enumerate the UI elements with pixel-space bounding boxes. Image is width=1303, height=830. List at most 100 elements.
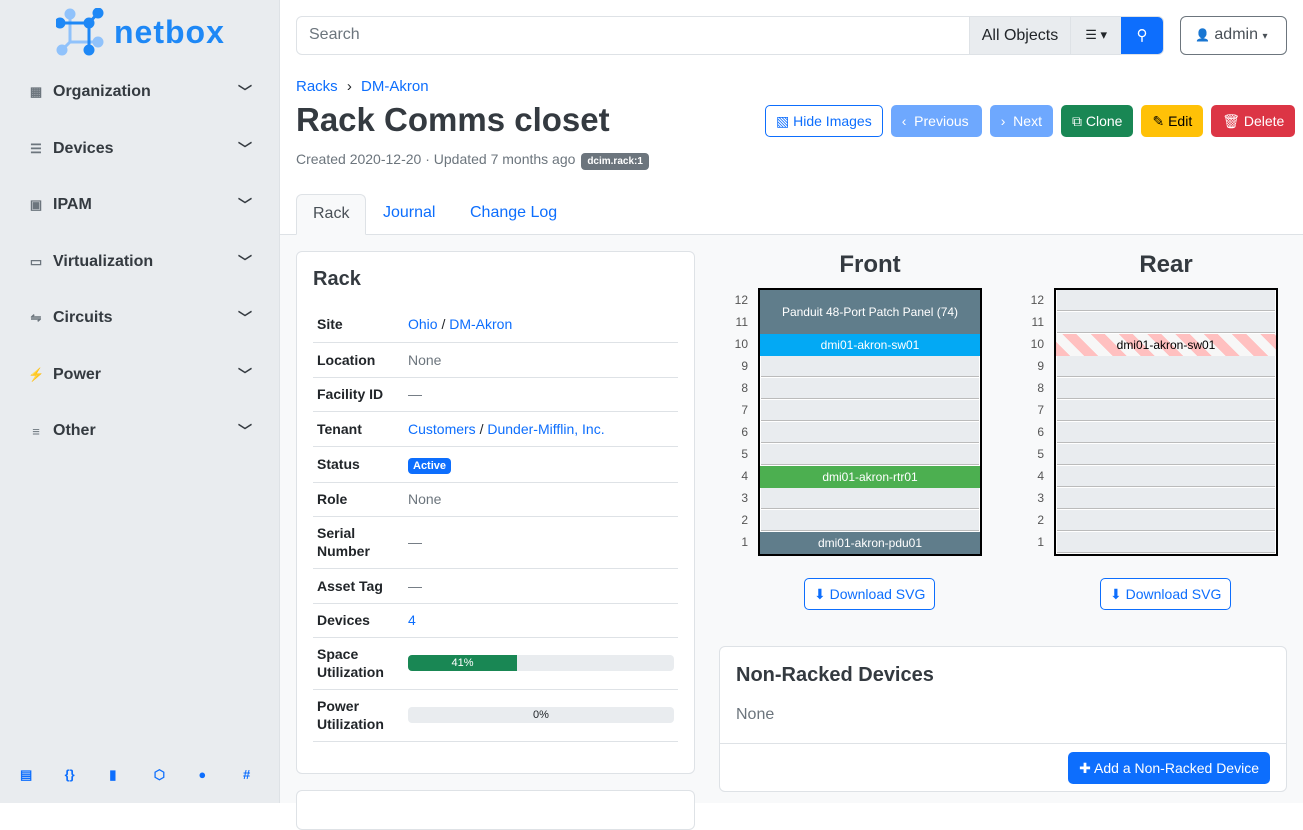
- object-type-select[interactable]: All Objects: [968, 17, 1071, 54]
- tab-bar: Rack Journal Change Log: [280, 194, 1303, 235]
- label: Delete: [1243, 113, 1285, 129]
- chevron-down-icon: ﹀: [238, 367, 252, 383]
- sidebar-item-power[interactable]: ⚡ Power ﹀: [28, 360, 252, 390]
- rack-unit-number: 11: [735, 315, 748, 329]
- rack-unit-slot: [1057, 510, 1275, 531]
- rack-unit-slot: [761, 510, 979, 531]
- rack-device[interactable]: dmi01-akron-rtr01: [760, 466, 980, 488]
- chevron-down-icon: ﹀: [238, 141, 252, 157]
- table-row: Space Utilization 41%: [313, 637, 678, 690]
- sidebar-item-circuits[interactable]: ⇋ Circuits ﹀: [28, 303, 252, 333]
- front-rack-elevation: Panduit 48-Port Patch Panel (74) dmi01-ak…: [758, 288, 982, 556]
- hide-images-button[interactable]: ▧ Hide Images: [765, 105, 883, 137]
- download-front-svg-button[interactable]: ⬇ Download SVG: [804, 578, 936, 610]
- rack-unit-number: 12: [1030, 293, 1044, 307]
- rack-unit-slot: [1057, 356, 1275, 377]
- download-rear-svg-button[interactable]: ⬇ Download SVG: [1100, 578, 1232, 610]
- chevron-right-icon: ›: [1000, 113, 1006, 129]
- status-badge: Active: [408, 458, 452, 474]
- slack-icon[interactable]: #: [242, 767, 251, 782]
- table-row: Facility ID —: [313, 377, 678, 412]
- site-link[interactable]: DM-Akron: [449, 316, 513, 333]
- plus-icon: ✚: [1079, 760, 1091, 776]
- label: Hide Images: [793, 113, 872, 129]
- sidebar-item-devices[interactable]: ☰ Devices ﹀: [28, 134, 252, 164]
- next-button[interactable]: › Next: [989, 105, 1053, 137]
- card-title: Non-Racked Devices: [736, 664, 934, 686]
- label: Previous: [914, 113, 969, 129]
- non-racked-value: None: [736, 706, 775, 723]
- rack-unit-number: 1: [741, 535, 748, 549]
- delete-button[interactable]: 🗑 Delete: [1211, 105, 1296, 137]
- search-input[interactable]: Search: [309, 26, 360, 43]
- attr-label: Role: [313, 482, 404, 517]
- breadcrumb-site[interactable]: DM-Akron: [361, 78, 429, 95]
- attr-value: —: [404, 516, 678, 569]
- table-row: Serial Number —: [313, 516, 678, 569]
- table-row: Power Utilization 0%: [313, 689, 678, 742]
- tab-rack[interactable]: Rack: [296, 194, 367, 235]
- chevron-down-icon: ﹀: [238, 84, 252, 100]
- rack-unit-number: 8: [1037, 381, 1044, 395]
- search-button[interactable]: ⚲: [1121, 17, 1163, 54]
- chevron-right-icon: ›: [346, 78, 352, 95]
- rack-device[interactable]: dmi01-akron-sw01: [1056, 334, 1276, 356]
- sidebar-item-other[interactable]: ≡ Other ﹀: [28, 416, 252, 446]
- rack-unit-slot: [1057, 422, 1275, 443]
- tenant-link[interactable]: Dunder-Mifflin, Inc.: [487, 420, 605, 437]
- rack-unit-number: 10: [734, 337, 748, 351]
- rack-unit-number: 9: [741, 359, 748, 373]
- clone-button[interactable]: ⧉ Clone: [1060, 105, 1134, 137]
- rack-unit-number: 2: [1037, 513, 1044, 527]
- sidebar-item-virtualization[interactable]: ▭ Virtualization ﹀: [28, 247, 252, 277]
- rack-unit-slot: [761, 378, 979, 399]
- sidebar-item-ipam[interactable]: ▣ IPAM ﹀: [28, 190, 252, 220]
- file-download-icon: ⬇: [814, 586, 826, 602]
- sidebar-item-label: Other: [53, 422, 96, 439]
- rack-unit-number: 6: [741, 425, 748, 439]
- github-icon[interactable]: ●: [198, 767, 207, 782]
- rack-unit-number: 11: [1031, 315, 1044, 329]
- attr-value: —: [404, 568, 678, 604]
- rack-unit-number: 3: [1037, 491, 1044, 505]
- breadcrumb-racks[interactable]: Racks: [296, 78, 338, 95]
- rack-attributes-table: Site Ohio / DM-Akron Location None Facilit…: [313, 307, 678, 742]
- rack-unit-number: 8: [741, 381, 748, 395]
- created-date: Created 2020-12-20: [296, 151, 422, 167]
- page-title: Rack Comms closet: [296, 101, 610, 138]
- rear-title: Rear: [1139, 251, 1193, 278]
- devices-link[interactable]: 4: [408, 612, 416, 628]
- previous-button[interactable]: ‹ Previous: [890, 105, 982, 137]
- rack-unit-number: 1: [1037, 535, 1044, 549]
- rack-device[interactable]: dmi01-akron-sw01: [760, 334, 980, 356]
- filter-icon: ☰ ▾: [1085, 27, 1107, 42]
- progress-fill: 41%: [408, 655, 518, 671]
- rack-device[interactable]: dmi01-akron-pdu01: [760, 532, 980, 554]
- page-meta: Created 2020-12-20 · Updated 7 months ag…: [296, 151, 649, 170]
- space-utilization-bar: 41%: [408, 655, 674, 671]
- rack-device[interactable]: Panduit 48-Port Patch Panel (74): [760, 290, 980, 334]
- add-non-racked-device-button[interactable]: ✚ Add a Non-Racked Device: [1068, 752, 1270, 784]
- edit-button[interactable]: ✎ Edit: [1141, 105, 1204, 137]
- next-card: [296, 790, 695, 830]
- rack-card: Rack Site Ohio / DM-Akron Location None Fa…: [296, 251, 695, 774]
- book-icon[interactable]: ▤: [20, 767, 33, 782]
- tenant-group-link[interactable]: Customers: [408, 420, 476, 437]
- docs-icon[interactable]: ▮: [109, 767, 117, 782]
- power-utilization-bar: 0%: [408, 707, 674, 723]
- api-icon[interactable]: {}: [64, 767, 75, 782]
- rack-unit-number: 7: [1037, 403, 1044, 417]
- sidebar-item-organization[interactable]: ▦ Organization ﹀: [28, 77, 252, 107]
- user-menu[interactable]: 👤 admin ▾: [1180, 16, 1287, 55]
- tab-changelog[interactable]: Change Log: [470, 204, 558, 221]
- tab-journal[interactable]: Journal: [383, 204, 436, 221]
- non-racked-card: Non-Racked Devices None ✚ Add a Non-Rack…: [719, 646, 1287, 792]
- netbox-logo[interactable]: netbox: [56, 8, 225, 56]
- front-title: Front: [839, 251, 901, 278]
- rack-unit-slot: [761, 488, 979, 509]
- region-link[interactable]: Ohio: [408, 316, 438, 333]
- filter-dropdown[interactable]: ☰ ▾: [1070, 17, 1121, 54]
- attr-value: None: [404, 482, 678, 517]
- label: Add a Non-Racked Device: [1094, 760, 1259, 776]
- graphql-icon[interactable]: ⬡: [153, 767, 166, 782]
